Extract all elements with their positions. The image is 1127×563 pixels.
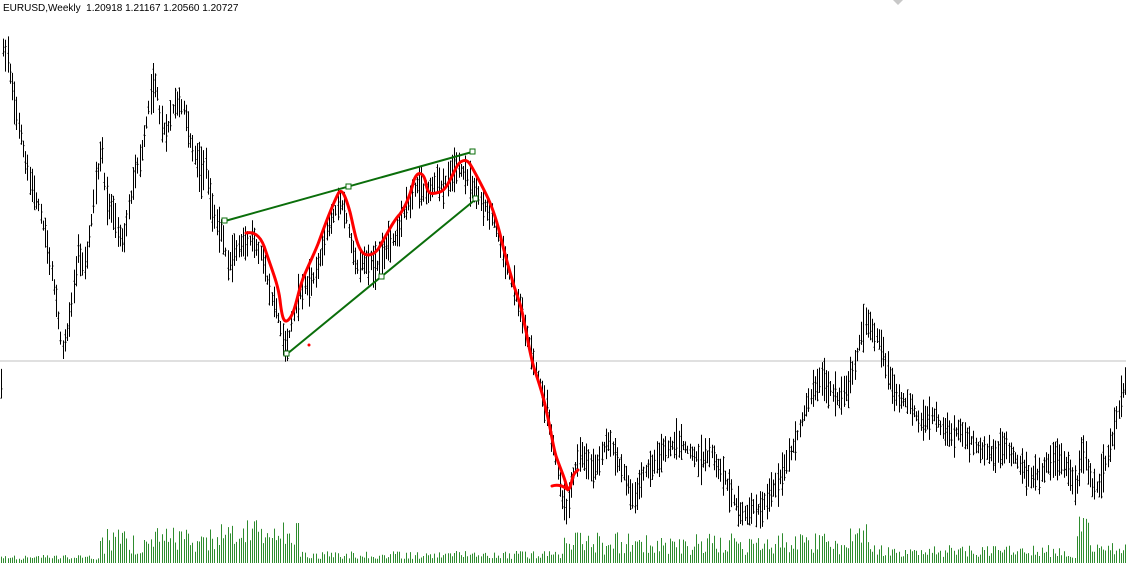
chart-title: EURUSD,Weekly 1.20918 1.21167 1.20560 1.…: [3, 3, 238, 14]
trendline-channel[interactable]: [221, 148, 479, 357]
ohlc-low: 1.20560: [163, 3, 200, 14]
symbol-timeframe: EURUSD,Weekly: [3, 3, 81, 14]
volume-bars: [1, 516, 1126, 563]
drawing-dot[interactable]: [307, 343, 311, 347]
trendline-anchor[interactable]: [472, 195, 479, 202]
ohlc-close: 1.20727: [202, 3, 239, 14]
trendline-anchor[interactable]: [283, 350, 290, 357]
ohlc-high: 1.21167: [125, 3, 161, 14]
trendline-anchor[interactable]: [378, 273, 385, 280]
price-bars: [0, 36, 1127, 529]
trendline-anchor[interactable]: [221, 217, 228, 224]
trendline-anchor[interactable]: [345, 183, 352, 190]
freehand-price-path[interactable]: [244, 159, 580, 492]
freehand-drawing[interactable]: [244, 159, 580, 492]
chart-shift-marker[interactable]: [893, 0, 903, 5]
ohlc-open: 1.20918: [86, 3, 123, 14]
trendline-anchor[interactable]: [469, 148, 476, 155]
